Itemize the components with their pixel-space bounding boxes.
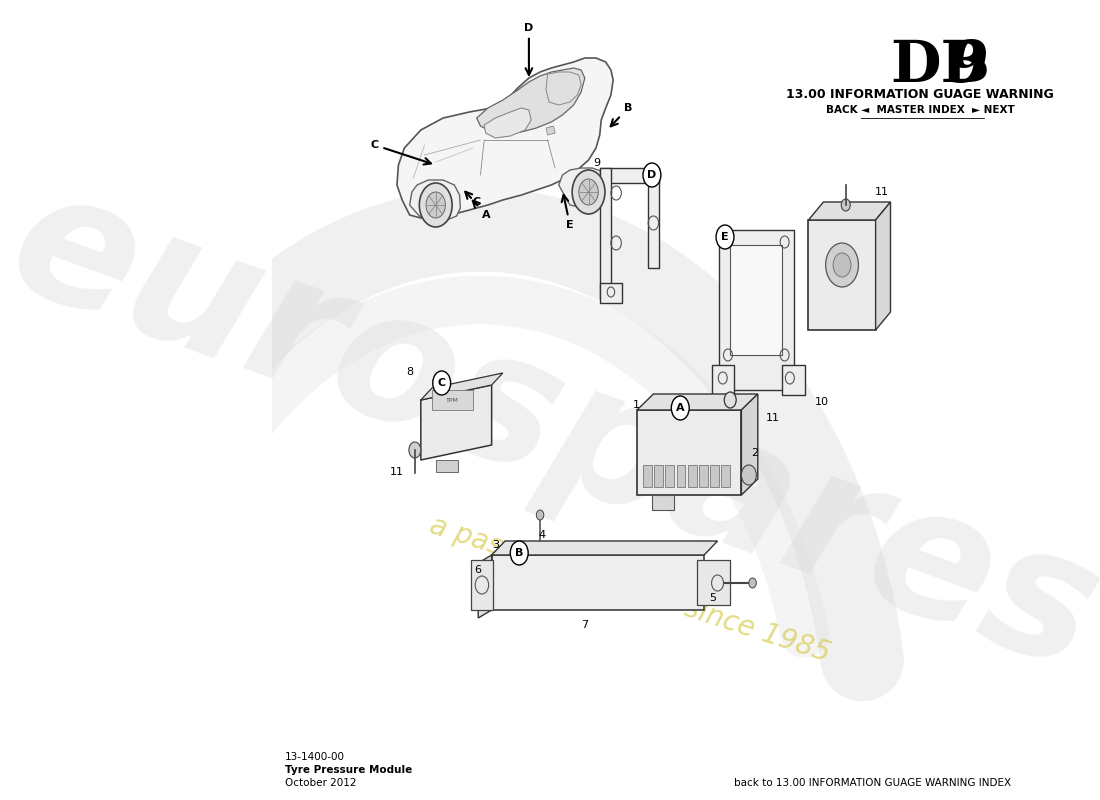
Text: 10: 10 bbox=[815, 397, 829, 407]
Polygon shape bbox=[808, 202, 891, 220]
Polygon shape bbox=[421, 373, 503, 400]
Polygon shape bbox=[492, 541, 717, 555]
Text: back to 13.00 INFORMATION GUAGE WARNING INDEX: back to 13.00 INFORMATION GUAGE WARNING … bbox=[734, 778, 1011, 788]
Bar bbox=[696, 560, 730, 605]
Circle shape bbox=[716, 225, 734, 249]
Text: A: A bbox=[675, 403, 684, 413]
Circle shape bbox=[842, 199, 850, 211]
Bar bbox=[600, 168, 659, 183]
Polygon shape bbox=[741, 394, 758, 495]
Polygon shape bbox=[397, 58, 613, 218]
Circle shape bbox=[741, 465, 757, 485]
Circle shape bbox=[419, 183, 452, 227]
Text: 2: 2 bbox=[751, 448, 758, 458]
Bar bbox=[644, 465, 652, 487]
Text: 13-1400-00: 13-1400-00 bbox=[285, 752, 345, 762]
Text: 9: 9 bbox=[948, 38, 989, 94]
Polygon shape bbox=[546, 126, 556, 135]
Bar bbox=[436, 460, 458, 472]
Bar bbox=[600, 283, 623, 303]
Text: October 2012: October 2012 bbox=[285, 778, 356, 788]
Text: 8: 8 bbox=[406, 367, 414, 377]
Bar bbox=[808, 220, 876, 330]
Text: 7: 7 bbox=[581, 620, 589, 630]
Circle shape bbox=[537, 510, 543, 520]
Circle shape bbox=[510, 541, 528, 565]
Polygon shape bbox=[559, 168, 612, 208]
Text: 3: 3 bbox=[492, 540, 499, 550]
Text: 5: 5 bbox=[710, 593, 716, 603]
Polygon shape bbox=[409, 180, 460, 220]
Bar bbox=[688, 465, 696, 487]
Bar bbox=[722, 465, 730, 487]
Bar bbox=[471, 560, 493, 610]
Text: 13.00 INFORMATION GUAGE WARNING: 13.00 INFORMATION GUAGE WARNING bbox=[786, 88, 1054, 101]
Text: DB: DB bbox=[891, 38, 990, 94]
Text: 11: 11 bbox=[874, 187, 889, 197]
Text: C: C bbox=[473, 197, 481, 207]
Text: B: B bbox=[515, 548, 524, 558]
Polygon shape bbox=[476, 68, 585, 134]
Text: D: D bbox=[525, 23, 533, 75]
Text: A: A bbox=[473, 201, 491, 220]
Text: BACK ◄  MASTER INDEX  ► NEXT: BACK ◄ MASTER INDEX ► NEXT bbox=[826, 105, 1014, 115]
Circle shape bbox=[644, 163, 661, 187]
Bar bbox=[432, 390, 473, 410]
Text: 11: 11 bbox=[766, 413, 780, 423]
Polygon shape bbox=[637, 394, 758, 410]
Bar bbox=[666, 465, 674, 487]
Polygon shape bbox=[876, 202, 891, 330]
Text: E: E bbox=[562, 195, 574, 230]
Circle shape bbox=[426, 192, 446, 218]
Bar bbox=[712, 365, 734, 395]
Circle shape bbox=[749, 578, 757, 588]
Polygon shape bbox=[421, 385, 492, 460]
Text: 4: 4 bbox=[538, 530, 546, 540]
Text: C: C bbox=[371, 140, 431, 165]
Polygon shape bbox=[546, 72, 581, 105]
Circle shape bbox=[432, 371, 451, 395]
Polygon shape bbox=[484, 108, 531, 138]
Text: D: D bbox=[647, 170, 657, 180]
Circle shape bbox=[833, 253, 851, 277]
Text: B: B bbox=[610, 103, 632, 126]
Polygon shape bbox=[478, 555, 492, 618]
Text: 6: 6 bbox=[475, 565, 482, 575]
Bar bbox=[698, 465, 707, 487]
Bar bbox=[600, 168, 610, 298]
Bar bbox=[711, 465, 719, 487]
Text: 11: 11 bbox=[389, 467, 404, 477]
Bar bbox=[492, 555, 704, 610]
Bar bbox=[637, 410, 741, 495]
Text: a passion for parts since 1985: a passion for parts since 1985 bbox=[426, 512, 834, 668]
Bar bbox=[676, 465, 685, 487]
Text: E: E bbox=[722, 232, 729, 242]
Bar bbox=[719, 230, 793, 390]
Circle shape bbox=[671, 396, 690, 420]
Circle shape bbox=[572, 170, 605, 214]
Circle shape bbox=[724, 392, 736, 408]
Bar bbox=[782, 365, 805, 395]
Circle shape bbox=[826, 243, 858, 287]
Polygon shape bbox=[652, 495, 674, 510]
Bar bbox=[730, 245, 782, 355]
Text: eurospares: eurospares bbox=[0, 152, 1100, 708]
Circle shape bbox=[409, 442, 421, 458]
Bar bbox=[654, 465, 663, 487]
Text: TPM: TPM bbox=[446, 398, 459, 402]
Text: 1: 1 bbox=[632, 400, 640, 410]
Circle shape bbox=[579, 179, 598, 205]
Text: Tyre Pressure Module: Tyre Pressure Module bbox=[285, 765, 412, 775]
Text: 9: 9 bbox=[593, 158, 601, 168]
Bar bbox=[648, 168, 659, 268]
Text: C: C bbox=[438, 378, 446, 388]
